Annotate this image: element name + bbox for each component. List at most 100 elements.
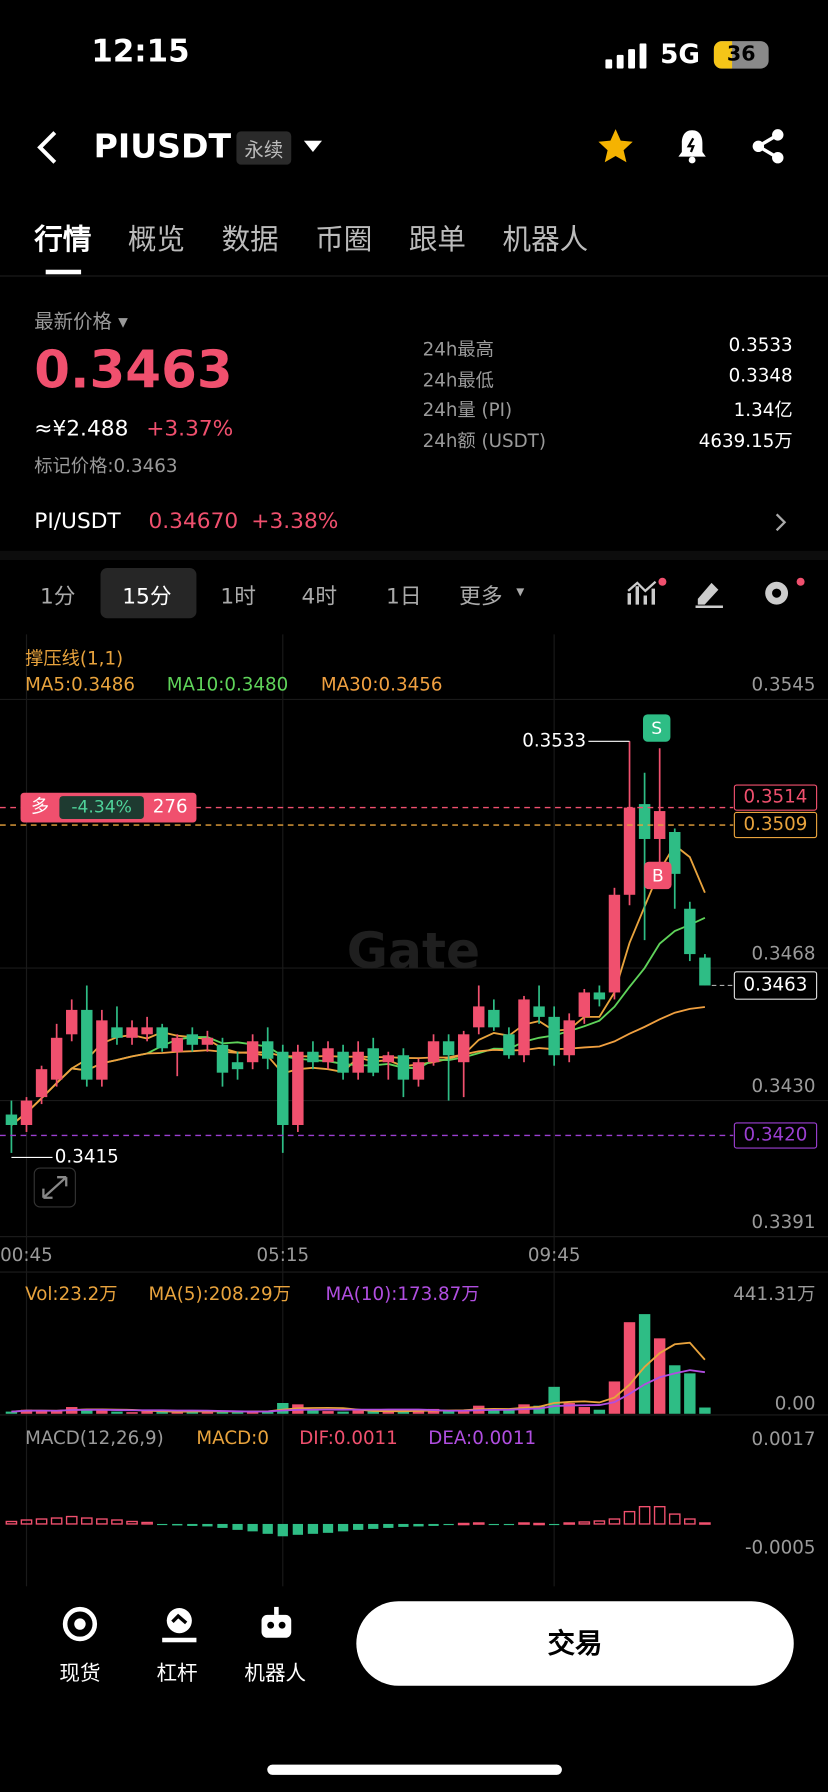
macd-bar [50, 1517, 63, 1525]
macd-bar [457, 1522, 470, 1526]
price-label-text: 最新价格 [34, 310, 112, 334]
volume-bar [111, 1411, 123, 1414]
price-tag: 0.3420 [744, 1124, 808, 1145]
macd-bar [413, 1523, 424, 1527]
spot-icon[interactable] [61, 1606, 100, 1643]
interval[interactable]: 1时 [220, 584, 256, 610]
macd-bar [684, 1518, 696, 1525]
volume-bar [503, 1409, 515, 1414]
spot-pair[interactable]: PI/USDT [34, 508, 121, 534]
draw-icon[interactable] [693, 578, 725, 609]
volume-bar [216, 1411, 229, 1414]
candle-body [231, 1062, 244, 1070]
macd-label: MACD:0 [196, 1428, 269, 1449]
stat-value: 1.34亿 [733, 398, 793, 421]
macd-bar [172, 1523, 183, 1526]
spot-arrow[interactable] [774, 512, 788, 533]
macd-bar [277, 1523, 288, 1537]
volume-bar [171, 1411, 183, 1414]
indicator-label: 撑压线(1,1) [25, 648, 123, 669]
macd-bar [126, 1520, 138, 1525]
interval[interactable]: 1分 [39, 584, 76, 610]
y-tick-label: -0.0005 [745, 1538, 815, 1559]
volume-label: MA(5):208.29万 [148, 1284, 290, 1305]
tab[interactable]: 机器人 [502, 222, 589, 257]
macd-bar [20, 1519, 33, 1525]
tab[interactable]: 币圈 [315, 222, 373, 257]
tab[interactable]: 行情 [34, 222, 92, 257]
macd-bar [488, 1523, 499, 1526]
alert-icon[interactable] [676, 128, 708, 165]
volume-bar [548, 1386, 560, 1414]
robot-icon[interactable] [258, 1605, 295, 1642]
interval[interactable]: 4时 [301, 584, 338, 610]
macd-bar [608, 1518, 621, 1525]
candle-body [563, 1020, 575, 1056]
macd-bar [217, 1523, 228, 1528]
macd-bar [96, 1518, 108, 1525]
volume-bar [246, 1411, 259, 1414]
candle-body [111, 1027, 123, 1038]
candle-body [382, 1055, 395, 1063]
candle-body [699, 957, 711, 986]
tab[interactable]: 跟单 [408, 222, 466, 257]
trade-button[interactable]: 交易 [356, 1601, 794, 1686]
candle-body [669, 832, 681, 874]
candle-body [412, 1062, 425, 1080]
nav-label[interactable]: 机器人 [244, 1661, 307, 1686]
volume-bar [397, 1411, 410, 1414]
volume-bar [231, 1412, 244, 1414]
macd-bar [232, 1523, 243, 1530]
price-tag-bg [733, 1122, 818, 1149]
back-button[interactable] [34, 129, 61, 166]
tab[interactable]: 概览 [127, 222, 186, 257]
volume-bar [699, 1407, 711, 1414]
macd-bar [668, 1513, 681, 1525]
indicator-icon[interactable] [626, 577, 667, 609]
macd-bar [322, 1523, 334, 1533]
signal-icon [605, 43, 647, 69]
expand-icon [42, 1176, 68, 1199]
margin-icon[interactable] [158, 1606, 201, 1643]
volume-bar [653, 1338, 666, 1414]
macd-bar [35, 1518, 48, 1525]
favorite-icon[interactable] [596, 128, 635, 165]
settings-icon[interactable] [761, 577, 807, 609]
interval[interactable]: 1日 [386, 584, 422, 610]
candle-body [367, 1048, 379, 1073]
share-icon[interactable] [752, 128, 786, 165]
home-indicator [267, 1764, 562, 1775]
macd-bar [578, 1521, 591, 1525]
symbol-dropdown[interactable] [303, 140, 323, 155]
nav-label[interactable]: 杠杆 [156, 1661, 198, 1686]
volume-label: Vol:23.2万 [25, 1284, 117, 1305]
volume-bar [533, 1405, 545, 1414]
interval[interactable]: 更多 [459, 584, 503, 610]
volume-bar [638, 1314, 651, 1414]
volume-bar [156, 1411, 168, 1414]
candle-body [35, 1069, 48, 1098]
candle-body [50, 1037, 63, 1080]
symbol[interactable]: PIUSDT [93, 126, 232, 166]
volume-bar [307, 1410, 319, 1414]
candle-body [322, 1048, 334, 1063]
candle-body [352, 1051, 364, 1073]
candle-body [518, 999, 530, 1056]
macd-bar [563, 1522, 576, 1525]
nav-label[interactable]: 现货 [59, 1661, 101, 1686]
volume-bar [442, 1411, 455, 1414]
macd-label: MACD(12,26,9) [25, 1428, 164, 1449]
network: 5G [660, 40, 700, 70]
candle-body [638, 804, 651, 839]
tab[interactable]: 数据 [221, 222, 279, 257]
volume-bar [20, 1409, 33, 1414]
macd-bar [187, 1523, 198, 1526]
sell-marker-bg [643, 714, 671, 742]
interval[interactable]: 15分 [122, 584, 172, 610]
candle-body [608, 894, 621, 993]
volume-bar [623, 1322, 636, 1414]
macd-bar [428, 1523, 439, 1526]
separator [0, 275, 828, 277]
volume-bar [352, 1410, 364, 1414]
